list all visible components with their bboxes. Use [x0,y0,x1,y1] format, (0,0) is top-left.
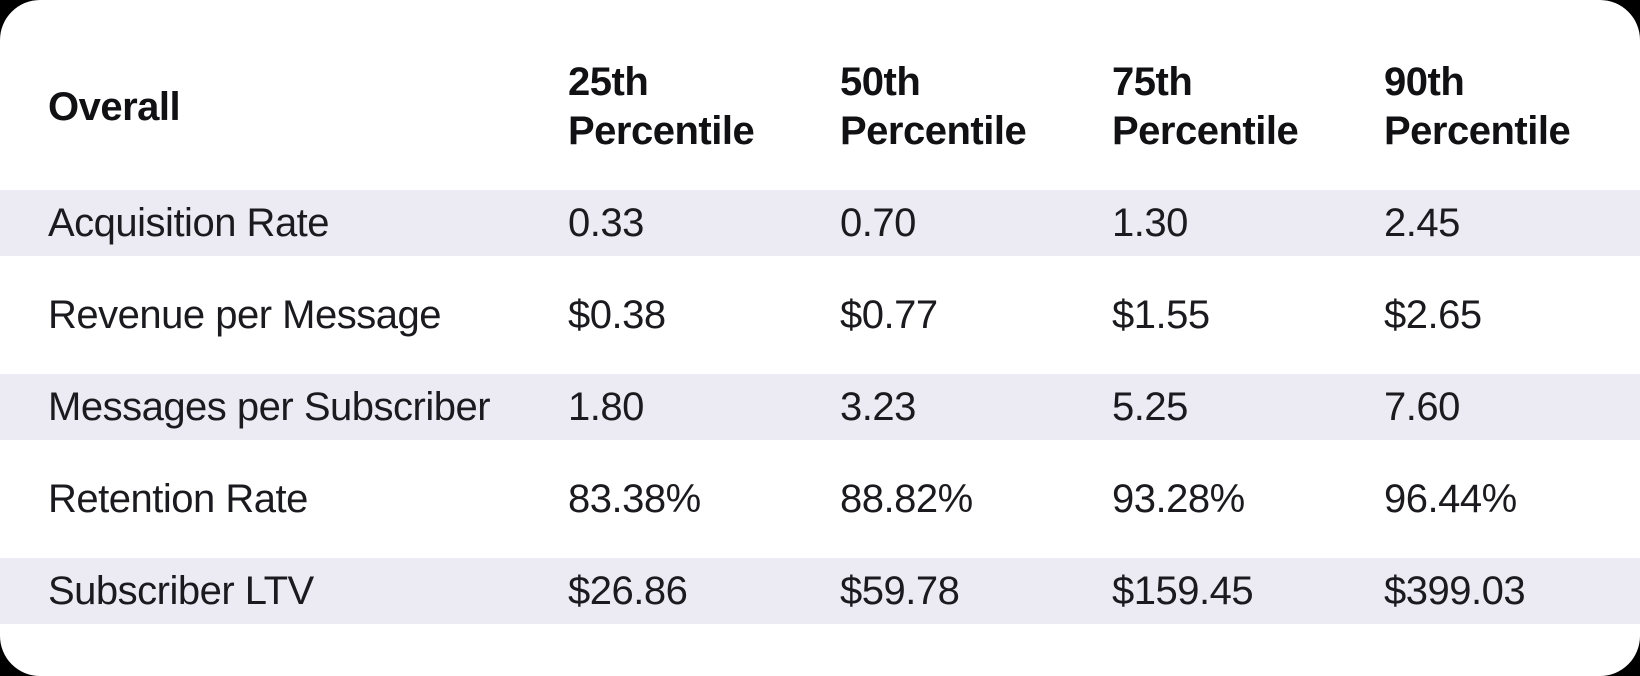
value-cell: 88.82% [840,476,973,521]
column-header-25th-percentile: 25th Percentile [568,58,840,156]
metric-label: Retention Rate [48,476,308,521]
table-row-acquisition-rate: Acquisition Rate 0.33 0.70 1.30 2.45 [0,190,1640,256]
metric-label: Acquisition Rate [48,200,330,245]
table-row-revenue-per-message: Revenue per Message $0.38 $0.77 $1.55 $2… [0,282,1640,348]
value-cell: $2.65 [1384,292,1482,337]
metric-label: Revenue per Message [48,292,441,337]
value-cell: $1.55 [1112,292,1210,337]
value-cell: 0.70 [840,200,916,245]
table-row-subscriber-ltv: Subscriber LTV $26.86 $59.78 $159.45 $39… [0,558,1640,624]
value-cell: 7.60 [1384,384,1460,429]
value-cell: 0.33 [568,200,644,245]
value-cell: 83.38% [568,476,701,521]
column-header-label: 25th Percentile [568,60,755,153]
value-cell: $399.03 [1384,568,1526,613]
value-cell: $0.77 [840,292,938,337]
table-header-row: Overall 25th Percentile 50th Percentile … [0,0,1640,190]
column-header-label: 90th Percentile [1384,60,1571,153]
value-cell: 1.30 [1112,200,1188,245]
table-row-messages-per-subscriber: Messages per Subscriber 1.80 3.23 5.25 7… [0,374,1640,440]
value-cell: 5.25 [1112,384,1188,429]
value-cell: 3.23 [840,384,916,429]
column-header-90th-percentile: 90th Percentile [1384,58,1640,156]
value-cell: $0.38 [568,292,666,337]
metric-label: Subscriber LTV [48,568,314,613]
table-row-retention-rate: Retention Rate 83.38% 88.82% 93.28% 96.4… [0,466,1640,532]
column-header-50th-percentile: 50th Percentile [840,58,1112,156]
value-cell: 96.44% [1384,476,1517,521]
value-cell: 2.45 [1384,200,1460,245]
column-header-overall: Overall [48,84,181,129]
value-cell: 93.28% [1112,476,1245,521]
column-header-75th-percentile: 75th Percentile [1112,58,1384,156]
metric-label: Messages per Subscriber [48,384,491,429]
value-cell: 1.80 [568,384,644,429]
value-cell: $59.78 [840,568,960,613]
column-header-label: 75th Percentile [1112,60,1299,153]
column-header-label: 50th Percentile [840,60,1027,153]
value-cell: $26.86 [568,568,688,613]
value-cell: $159.45 [1112,568,1254,613]
